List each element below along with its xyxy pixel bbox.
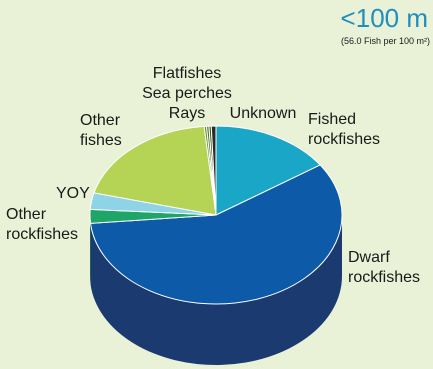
slice-label-flatfishes: Flatfishes [153,65,221,82]
slice-labels: Fished rockfishes Dwarf rockfishes Other rock… [6,65,420,286]
pie-slice-fished-rockfishes [215,125,322,216]
chart-title: <100 m [341,3,428,33]
slice-label-yoy: YOY [56,185,90,202]
pie-slice-dwarf-rockfishes [89,164,343,305]
slice-label-dwarf-rockfishes: Dwarf rockfishes [348,249,420,286]
slice-label-other-rockfishes: Other rockfishes [6,206,78,243]
pie-slice-unknown [210,125,217,216]
pie-side-dwarf-rockfishes [90,215,342,366]
slice-label-unknown: Unknown [230,105,297,122]
pie-slice-other-fishes [93,125,217,216]
pie-side-other-rockfishes [90,215,91,285]
pie-slices [89,125,343,305]
slice-label-other-fishes: Other fishes [80,112,122,149]
slice-label-sea-perches: Sea perches [142,85,232,102]
slice-label-rays: Rays [169,105,205,122]
slice-label-fished-rockfishes: Fished rockfishes [308,111,380,148]
pie-sides [90,215,342,366]
chart-subtitle: (56.0 Fish per 100 m²) [341,36,430,46]
